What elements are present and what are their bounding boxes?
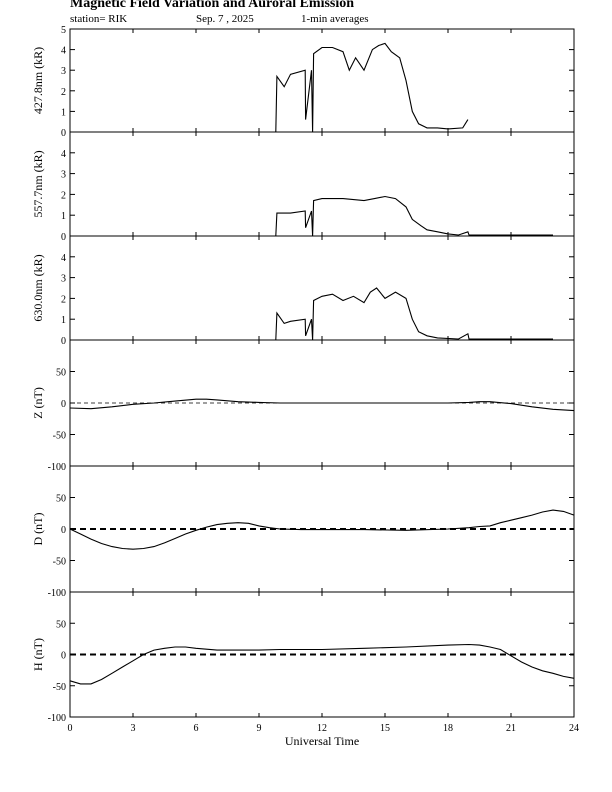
x-tick-label: 18 bbox=[443, 723, 453, 734]
y-tick-label: 3 bbox=[61, 274, 66, 285]
panel-1-frame bbox=[69, 28, 575, 133]
y-axis-label: D (nT) bbox=[31, 513, 45, 546]
date-label: Sep. 7 , 2025 bbox=[196, 13, 254, 25]
y-tick-label: 1 bbox=[61, 315, 66, 326]
y-axis-label: Z (nT) bbox=[31, 387, 45, 419]
y-tick-label: -100 bbox=[48, 713, 66, 724]
y-tick-label: 2 bbox=[61, 190, 66, 201]
station-label: station= RIK bbox=[70, 13, 128, 25]
y-tick-label: 3 bbox=[61, 170, 66, 181]
x-axis-label: Universal Time bbox=[285, 734, 359, 748]
y-tick-label: 0 bbox=[61, 525, 66, 536]
series-line-1 bbox=[70, 42, 469, 133]
y-tick-label: 4 bbox=[61, 46, 66, 57]
y-tick-label: 3 bbox=[61, 66, 66, 77]
y-tick-label: 1 bbox=[61, 107, 66, 118]
x-tick-label: 0 bbox=[68, 723, 73, 734]
y-tick-label: 0 bbox=[61, 232, 66, 243]
y-tick-label: 50 bbox=[56, 619, 66, 630]
y-tick-label: 5 bbox=[61, 25, 66, 36]
panel-3-frame bbox=[69, 235, 575, 341]
y-axis-label: H (nT) bbox=[31, 638, 45, 671]
y-tick-label: 50 bbox=[56, 494, 66, 505]
x-tick-label: 21 bbox=[506, 723, 516, 734]
series-line-2 bbox=[238, 195, 553, 237]
y-axis-label: 557.7nm (kR) bbox=[31, 150, 45, 217]
y-tick-label: 0 bbox=[61, 336, 66, 347]
y-tick-label: 4 bbox=[61, 149, 66, 160]
series-line-4 bbox=[69, 398, 575, 412]
x-tick-label: 6 bbox=[194, 723, 199, 734]
y-tick-label: -50 bbox=[53, 682, 66, 693]
x-tick-label: 15 bbox=[380, 723, 390, 734]
averages-label: 1-min averages bbox=[301, 13, 369, 25]
y-tick-label: 2 bbox=[61, 87, 66, 98]
series-line-5 bbox=[69, 509, 575, 550]
y-tick-label: 0 bbox=[61, 128, 66, 139]
chart-title: Magnetic Field Variation and Auroral Emi… bbox=[70, 0, 355, 11]
y-tick-label: 4 bbox=[61, 253, 66, 264]
y-tick-label: 0 bbox=[61, 651, 66, 662]
y-tick-label: 50 bbox=[56, 368, 66, 379]
x-tick-label: 9 bbox=[257, 723, 262, 734]
y-tick-label: -50 bbox=[53, 557, 66, 568]
series-line-3 bbox=[238, 287, 553, 341]
series-line-6 bbox=[69, 643, 575, 685]
y-axis-label: 427.8nm (kR) bbox=[31, 47, 45, 114]
y-tick-label: -100 bbox=[48, 462, 66, 473]
y-tick-label: 0 bbox=[61, 399, 66, 410]
y-tick-label: 2 bbox=[61, 294, 66, 305]
x-tick-label: 24 bbox=[569, 723, 579, 734]
x-tick-label: 3 bbox=[131, 723, 136, 734]
y-tick-label: -100 bbox=[48, 588, 66, 599]
panel-2-frame bbox=[69, 131, 575, 237]
y-tick-label: 1 bbox=[61, 211, 66, 222]
x-tick-label: 12 bbox=[317, 723, 327, 734]
y-tick-label: -50 bbox=[53, 431, 66, 442]
y-axis-label: 630.0nm (kR) bbox=[31, 254, 45, 321]
